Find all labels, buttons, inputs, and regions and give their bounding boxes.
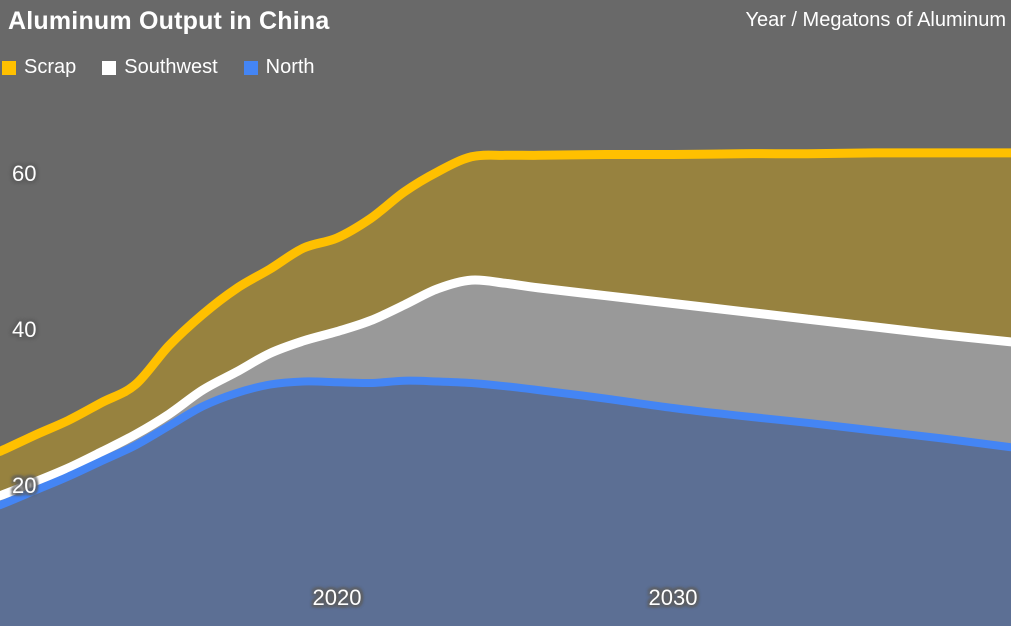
legend-item-north: North bbox=[243, 56, 315, 79]
scrap-swatch-icon bbox=[2, 60, 16, 75]
legend-item-scrap: Scrap bbox=[2, 56, 76, 79]
north-swatch-icon bbox=[243, 60, 258, 75]
legend-label-scrap: Scrap bbox=[24, 56, 77, 78]
y-tick-label: 60 bbox=[12, 161, 37, 186]
southwest-swatch-icon bbox=[102, 60, 117, 75]
x-tick-label: 2020 bbox=[312, 585, 362, 610]
axis-unit-label: Year / Megatons of Aluminum bbox=[745, 9, 1006, 31]
legend-label-north: North bbox=[265, 56, 315, 78]
y-tick-label: 40 bbox=[12, 317, 37, 342]
y-tick-label: 20 bbox=[12, 473, 37, 498]
legend: Scrap Southwest North bbox=[2, 56, 315, 79]
legend-item-southwest: Southwest bbox=[102, 56, 218, 79]
scrap-line bbox=[0, 148, 1011, 457]
north-area bbox=[0, 380, 1011, 626]
legend-label-southwest: Southwest bbox=[124, 56, 218, 78]
page-title: Aluminum Output in China bbox=[8, 7, 330, 35]
north-line bbox=[0, 376, 1011, 510]
southwest-line bbox=[0, 275, 1011, 501]
x-tick-label: 2030 bbox=[648, 585, 698, 610]
